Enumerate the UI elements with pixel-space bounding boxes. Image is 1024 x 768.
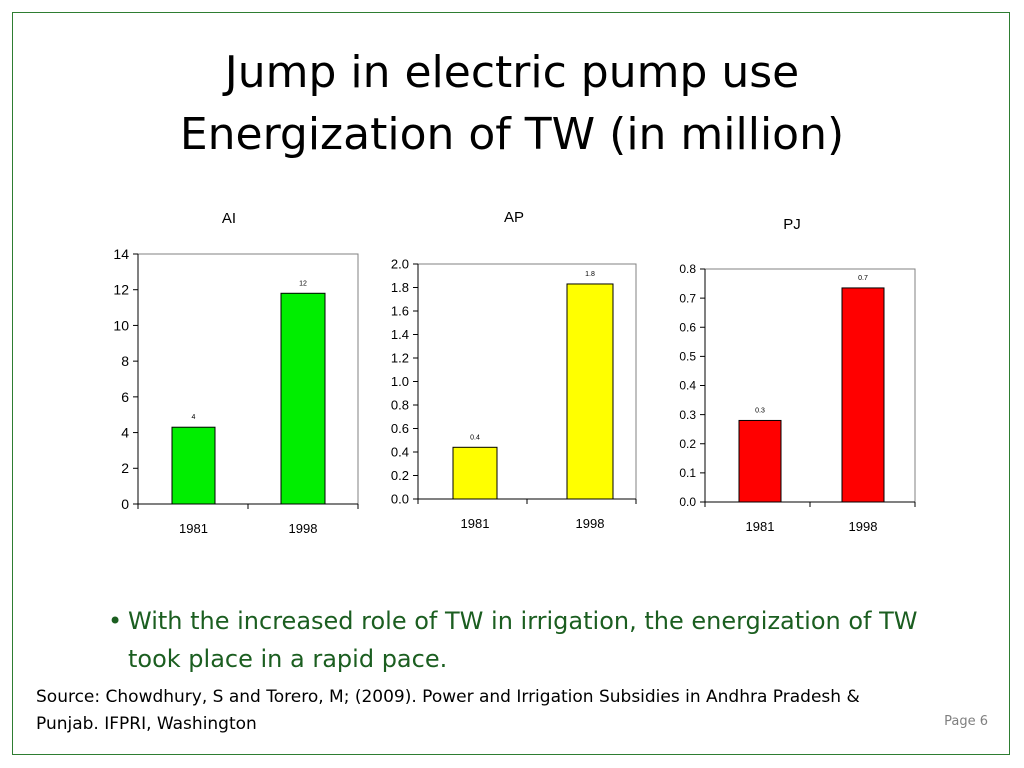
y-tick-label-ai: 14 (113, 246, 129, 262)
y-tick-label-pj: 0.2 (679, 437, 696, 451)
source-citation: Source: Chowdhury, S and Torero, M; (200… (36, 687, 860, 734)
y-tick-label-ap: 0.4 (391, 445, 409, 460)
y-tick-label-pj: 0.6 (679, 320, 696, 334)
category-label-ap-1981: 1981 (461, 516, 490, 531)
y-tick-label-ap: 1.0 (391, 374, 409, 389)
chart-title-ai: AI (222, 210, 236, 227)
data-label-ap-1981: 0.4 (470, 434, 480, 441)
y-tick-label-pj: 0.1 (679, 466, 696, 480)
chart-title-ap: AP (504, 209, 524, 226)
title-line-2: Energization of TW (in million) (179, 109, 845, 160)
bar-pj-1981 (738, 419, 782, 503)
page-number: Page 6 (944, 714, 988, 729)
y-tick-label-ai: 0 (121, 496, 129, 512)
category-label-pj-1998: 1998 (849, 519, 878, 534)
y-tick-label-pj: 0.3 (679, 408, 696, 422)
category-label-pj-1981: 1981 (746, 519, 775, 534)
bar-ap-1998 (566, 283, 614, 500)
bar-pj-1998 (841, 287, 885, 503)
slide-title: Jump in electric pump use Energization o… (0, 42, 1024, 166)
y-tick-label-pj: 0.4 (679, 379, 696, 393)
y-tick-label-pj: 0.0 (679, 495, 696, 509)
y-tick-label-ai: 10 (113, 317, 129, 333)
y-tick-label-ap: 1.8 (391, 280, 409, 295)
data-label-ai-1981: 4 (192, 414, 196, 421)
y-tick-label-ap: 1.4 (391, 327, 409, 342)
y-tick-label-ap: 1.2 (391, 351, 409, 366)
y-tick-label-pj: 0.5 (679, 350, 696, 364)
y-tick-label-pj: 0.8 (679, 262, 696, 276)
bar-ai-1998 (280, 292, 326, 505)
charts-area: AI 0 2 4 6 8 10 12 14 4 1981 12 1998 AP 0.0 0.2 0.4 0.6 0.… (113, 209, 916, 536)
y-tick-label-ap: 2.0 (391, 257, 409, 272)
y-tick-label-ai: 6 (121, 389, 129, 405)
chart-title-pj: PJ (783, 216, 801, 233)
category-label-ap-1998: 1998 (576, 516, 605, 531)
y-tick-label-ap: 0.8 (391, 398, 409, 413)
y-tick-label-ap: 0.2 (391, 468, 409, 483)
bullet-text: With the increased role of TW in irrigat… (128, 607, 918, 673)
y-tick-label-ai: 2 (121, 460, 129, 476)
y-tick-label-ap: 1.6 (391, 304, 409, 319)
bar-ap-1981 (452, 446, 498, 500)
bullet-marker: • (108, 607, 123, 635)
title-line-1: Jump in electric pump use (224, 47, 800, 98)
data-label-pj-1981: 0.3 (755, 407, 765, 414)
data-label-pj-1998: 0.7 (858, 275, 868, 282)
y-tick-label-ap: 0.0 (391, 492, 409, 507)
bullet-point: • With the increased role of TW in irrig… (108, 602, 928, 678)
data-label-ai-1998: 12 (299, 280, 307, 287)
slide-border (12, 12, 1010, 755)
bar-ai-1981 (171, 426, 216, 505)
y-tick-label-ai: 4 (121, 424, 129, 440)
y-tick-label-ai: 12 (113, 282, 129, 298)
data-label-ap-1998: 1.8 (585, 271, 595, 278)
category-label-ai-1998: 1998 (289, 521, 318, 536)
y-tick-label-pj: 0.7 (679, 291, 696, 305)
y-tick-label-ap: 0.6 (391, 421, 409, 436)
category-label-ai-1981: 1981 (179, 521, 208, 536)
y-tick-label-ai: 8 (121, 353, 129, 369)
